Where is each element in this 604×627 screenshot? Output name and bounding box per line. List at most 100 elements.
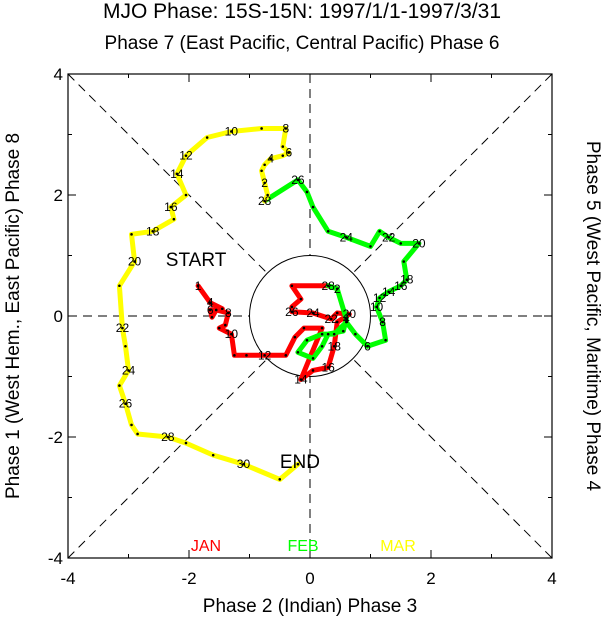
day-point <box>260 127 263 130</box>
day-point <box>303 327 306 330</box>
day-label: 10 <box>225 124 239 138</box>
day-point <box>212 454 215 457</box>
y-tick-label: 0 <box>54 307 63 326</box>
x-tick-label: 4 <box>547 569 556 588</box>
day-point <box>185 194 188 197</box>
start-label: START <box>166 250 227 271</box>
day-point <box>285 354 288 357</box>
day-label: 22 <box>324 312 338 326</box>
mjo-phase-diagram: 146 810121416182022242628 2468101214161820… <box>0 0 604 627</box>
day-label: 16 <box>164 200 178 214</box>
day-point <box>206 136 209 139</box>
end-label: END <box>280 452 320 473</box>
day-point <box>333 333 336 336</box>
y-tick-label: -4 <box>48 549 63 568</box>
day-label: 4 <box>267 152 274 166</box>
day-point <box>124 345 127 348</box>
day-point <box>306 339 309 342</box>
day-point <box>281 145 284 148</box>
day-label: 8 <box>225 306 232 320</box>
day-label: 12 <box>258 348 272 362</box>
day-label: 2 <box>334 282 341 296</box>
day-label: 24 <box>340 230 354 244</box>
day-label: 6 <box>207 303 214 317</box>
legend: JAN FEB MAR <box>191 538 416 555</box>
legend-item-jan: JAN <box>191 538 221 555</box>
day-label: 14 <box>170 167 184 181</box>
day-point <box>312 206 315 209</box>
day-point <box>354 333 357 336</box>
day-label: 16 <box>321 360 335 374</box>
day-point <box>221 307 224 310</box>
y-tick-label: 4 <box>54 65 63 84</box>
day-point <box>384 339 387 342</box>
x-tick-label: 0 <box>305 569 314 588</box>
legend-item-mar: MAR <box>380 538 416 555</box>
day-label: 20 <box>128 255 142 269</box>
day-point <box>399 242 402 245</box>
x-tick-label: -4 <box>60 569 75 588</box>
day-point <box>297 351 300 354</box>
day-point <box>130 233 133 236</box>
day-point <box>278 478 281 481</box>
day-label: 30 <box>237 457 251 471</box>
day-label: 12 <box>179 149 193 163</box>
day-point <box>312 357 315 360</box>
day-label: 18 <box>146 224 160 238</box>
day-label: 22 <box>382 230 396 244</box>
day-point <box>321 327 324 330</box>
day-label: 14 <box>294 373 308 387</box>
day-point <box>300 298 303 301</box>
day-label: 2 <box>261 176 268 190</box>
day-point <box>233 354 236 357</box>
day-label: 10 <box>225 327 239 341</box>
day-point <box>327 333 330 336</box>
x-tick-label: -2 <box>181 569 196 588</box>
day-label: 6 <box>285 146 292 160</box>
day-point <box>321 345 324 348</box>
day-label: 24 <box>306 306 320 320</box>
day-label: 8 <box>379 315 386 329</box>
y-tick-label: -2 <box>48 428 63 447</box>
day-point <box>245 354 248 357</box>
day-point <box>185 442 188 445</box>
day-point <box>118 284 121 287</box>
day-point <box>294 336 297 339</box>
day-point <box>327 230 330 233</box>
day-point <box>118 384 121 387</box>
day-label: 6 <box>364 339 371 353</box>
day-point <box>215 309 218 312</box>
day-point <box>321 333 324 336</box>
day-point <box>312 369 315 372</box>
day-label: 20 <box>412 236 426 250</box>
day-label: 1 <box>195 279 202 293</box>
x-tick-label: 2 <box>426 569 435 588</box>
day-label: 26 <box>285 305 299 319</box>
y-tick-label: 2 <box>54 186 63 205</box>
day-point <box>342 330 345 333</box>
day-point <box>218 327 221 330</box>
day-label: 4 <box>343 312 350 326</box>
day-point <box>224 324 227 327</box>
day-point <box>369 245 372 248</box>
day-label: 28 <box>258 194 272 208</box>
day-point <box>260 170 263 173</box>
day-point <box>378 230 381 233</box>
day-label: 26 <box>291 173 305 187</box>
day-label: 18 <box>400 273 414 287</box>
day-point <box>306 191 309 194</box>
day-label: 18 <box>328 339 342 353</box>
day-point <box>173 218 176 221</box>
day-label: 24 <box>122 363 136 377</box>
day-point <box>281 154 284 157</box>
legend-item-feb: FEB <box>287 538 318 555</box>
day-point <box>130 424 133 427</box>
day-point <box>136 433 139 436</box>
day-label: 28 <box>161 430 175 444</box>
day-label: 22 <box>116 321 130 335</box>
day-label: 26 <box>119 397 133 411</box>
day-label: 8 <box>282 121 289 135</box>
day-point <box>263 163 266 166</box>
day-point <box>402 260 405 263</box>
day-point <box>291 284 294 287</box>
